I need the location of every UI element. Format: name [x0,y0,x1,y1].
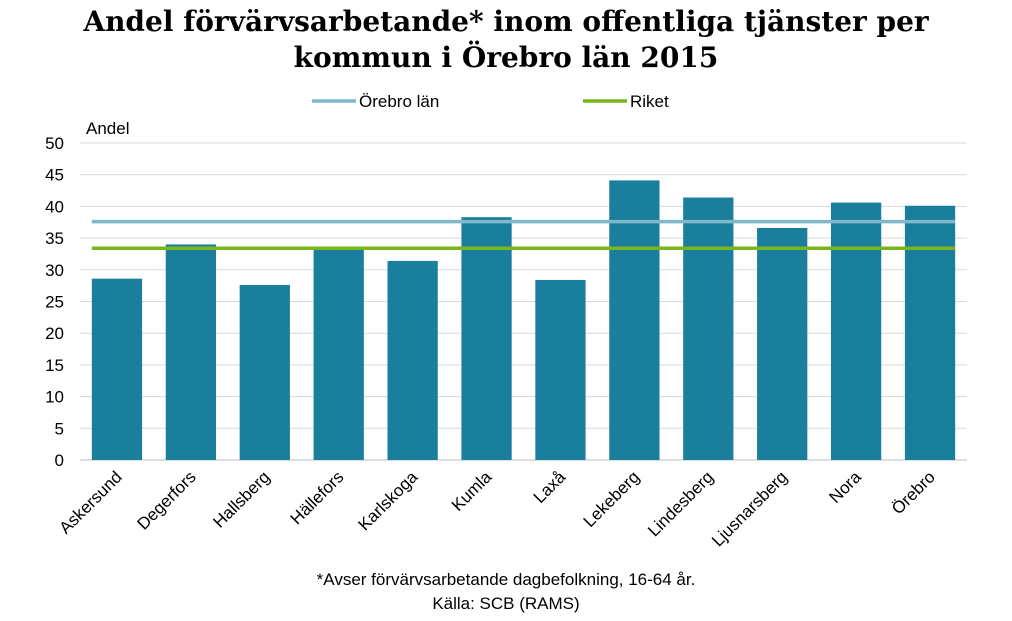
legend-label: Örebro län [359,92,439,111]
x-tick-label: Degerfors [133,467,199,533]
bar-laxå [535,279,586,460]
source-note: Källa: SCB (RAMS) [432,594,580,613]
bar-örebro [904,205,956,460]
bar-ljusnarsberg [757,227,808,460]
y-tick-label: 20 [45,324,64,343]
bar-lindesberg [683,197,734,461]
y-tick-label: 30 [45,261,64,280]
legend: Örebro län Riket [312,92,669,111]
y-tick-label: 50 [45,134,64,153]
y-axis-ticks: 0 5 10 15 20 25 30 35 40 45 50 [45,134,64,470]
y-axis-label: Andel [86,119,129,138]
chart-title: Andel förvärvsarbetande* inom offentliga… [0,4,1012,76]
gridlines [80,142,967,461]
y-tick-label: 40 [45,197,64,216]
reference-lines [91,219,956,250]
x-tick-label: Hallsberg [209,467,273,531]
y-tick-label: 5 [55,419,64,438]
x-tick-label: Kumla [448,467,496,515]
chart-title-line-2: kommun i Örebro län 2015 [293,41,719,74]
bar-kumla [461,217,512,460]
x-tick-label: Lekeberg [580,467,644,531]
x-tick-label: Nora [825,467,865,507]
y-tick-label: 25 [45,293,64,312]
bar-nora [830,202,882,460]
x-tick-label: Hällefors [287,467,348,528]
y-tick-label: 10 [45,388,64,407]
bar-hällefors [313,248,364,460]
bar-degerfors [165,244,217,460]
bar-karlskoga [387,260,438,460]
y-tick-label: 35 [45,229,64,248]
y-tick-label: 45 [45,166,64,185]
x-tick-label: Lindesberg [644,467,717,540]
bar-hallsberg [239,285,290,460]
x-tick-label: Karlskoga [355,467,422,534]
bars [91,180,956,461]
bar-askersund [91,278,143,460]
x-tick-label: Laxå [530,467,570,507]
footnote: *Avser förvärvsarbetande dagbefolkning, … [316,570,696,589]
x-axis-ticks: Askersund Degerfors Hallsberg Hällefors Karl… [56,467,939,550]
legend-label: Riket [630,92,669,111]
y-tick-label: 0 [55,451,64,470]
x-tick-label: Askersund [56,467,126,537]
y-tick-label: 15 [45,356,64,375]
x-tick-label: Örebro [888,467,939,518]
chart-title-line-1: Andel förvärvsarbetande* inom offentliga… [83,5,929,38]
bar-lekeberg [609,180,660,460]
x-tick-label: Ljusnarsberg [708,467,791,550]
